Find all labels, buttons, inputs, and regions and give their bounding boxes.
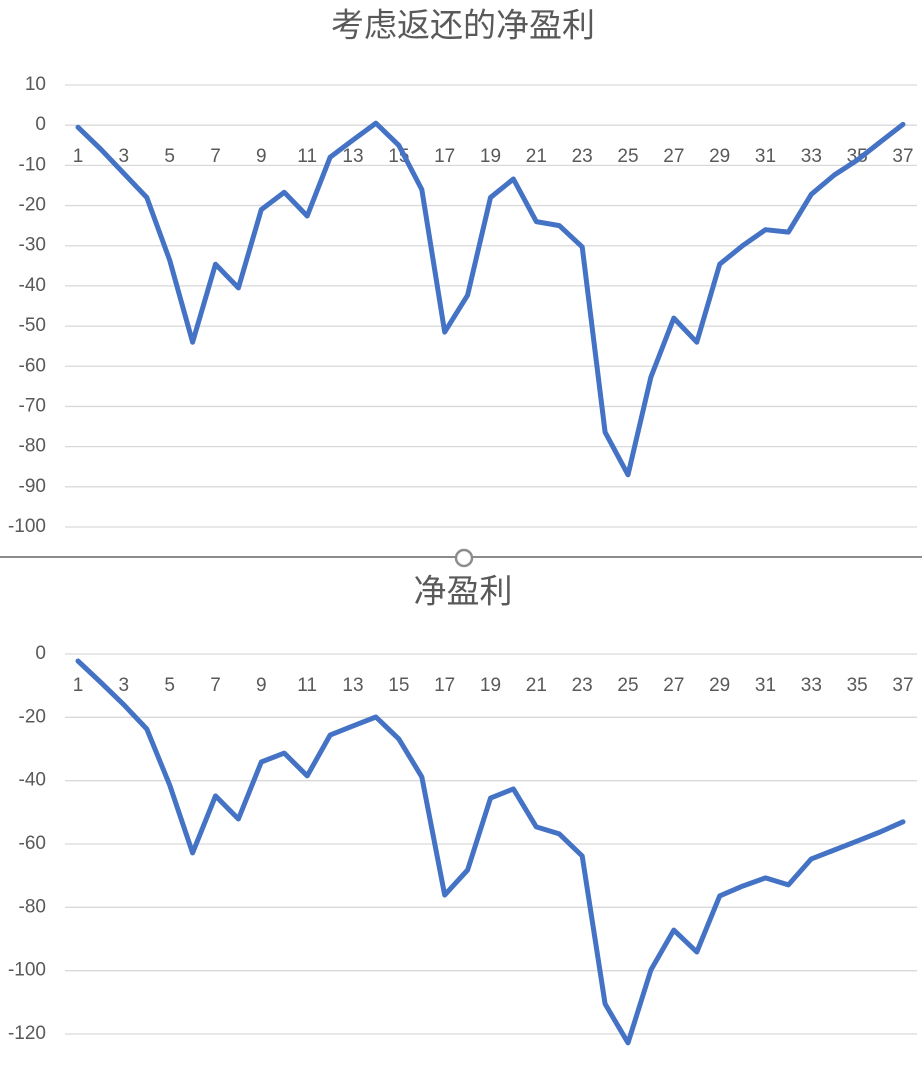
resize-handle[interactable]: [454, 548, 474, 568]
x-tick-label: 13: [342, 146, 363, 167]
x-tick-label: 5: [164, 146, 175, 167]
x-tick-label: 23: [572, 675, 593, 696]
y-tick-label: 0: [35, 114, 46, 135]
x-tick-label: 17: [434, 146, 455, 167]
x-tick-label: 33: [801, 146, 822, 167]
y-tick-label: -120: [8, 1023, 46, 1044]
x-tick-label: 17: [434, 675, 455, 696]
x-tick-label: 9: [256, 146, 267, 167]
y-tick-label: -60: [19, 355, 46, 376]
x-tick-label: 23: [572, 146, 593, 167]
x-tick-label: 37: [892, 146, 913, 167]
x-tick-label: 29: [709, 675, 730, 696]
y-tick-label: 0: [35, 643, 46, 664]
y-tick-label: -20: [19, 706, 46, 727]
x-tick-label: 15: [388, 675, 409, 696]
x-tick-label: 9: [256, 675, 267, 696]
x-tick-label: 27: [663, 146, 684, 167]
y-tick-label: -20: [19, 195, 46, 216]
y-tick-label: -40: [19, 770, 46, 791]
data-line: [75, 658, 906, 1046]
y-tick-label: 10: [25, 74, 46, 95]
y-tick-label: -80: [19, 436, 46, 457]
x-tick-label: 35: [847, 675, 868, 696]
x-tick-label: 25: [617, 146, 638, 167]
x-tick-label: 27: [663, 675, 684, 696]
y-tick-label: -30: [19, 235, 46, 256]
x-tick-label: 7: [210, 675, 221, 696]
y-tick-label: -50: [19, 315, 46, 336]
y-tick-label: -80: [19, 896, 46, 917]
chart-title: 净盈利: [414, 572, 513, 611]
x-tick-label: 21: [526, 146, 547, 167]
y-tick-label: -40: [19, 275, 46, 296]
x-tick-label: 11: [297, 146, 317, 167]
x-tick-label: 1: [73, 675, 84, 696]
y-tick-label: -10: [19, 154, 46, 175]
x-tick-label: 37: [892, 675, 913, 696]
x-tick-label: 25: [617, 675, 638, 696]
x-tick-label: 13: [342, 675, 363, 696]
y-tick-label: -100: [8, 516, 46, 537]
x-tick-label: 11: [297, 675, 317, 696]
x-tick-label: 19: [480, 146, 501, 167]
chart-title: 考虑返还的净盈利: [331, 6, 595, 45]
x-tick-label: 1: [73, 146, 84, 167]
x-tick-label: 33: [801, 675, 822, 696]
y-tick-label: -60: [19, 833, 46, 854]
y-tick-label: -100: [8, 960, 46, 981]
y-tick-label: -90: [19, 476, 46, 497]
x-tick-label: 19: [480, 675, 501, 696]
x-tick-label: 31: [755, 146, 776, 167]
x-tick-label: 21: [526, 675, 547, 696]
x-tick-label: 3: [119, 675, 130, 696]
y-tick-label: -70: [19, 395, 46, 416]
data-line: [75, 120, 906, 478]
x-tick-label: 29: [709, 146, 730, 167]
x-tick-label: 31: [755, 675, 776, 696]
x-tick-label: 5: [164, 675, 175, 696]
x-tick-label: 7: [210, 146, 221, 167]
x-tick-label: 3: [119, 146, 130, 167]
